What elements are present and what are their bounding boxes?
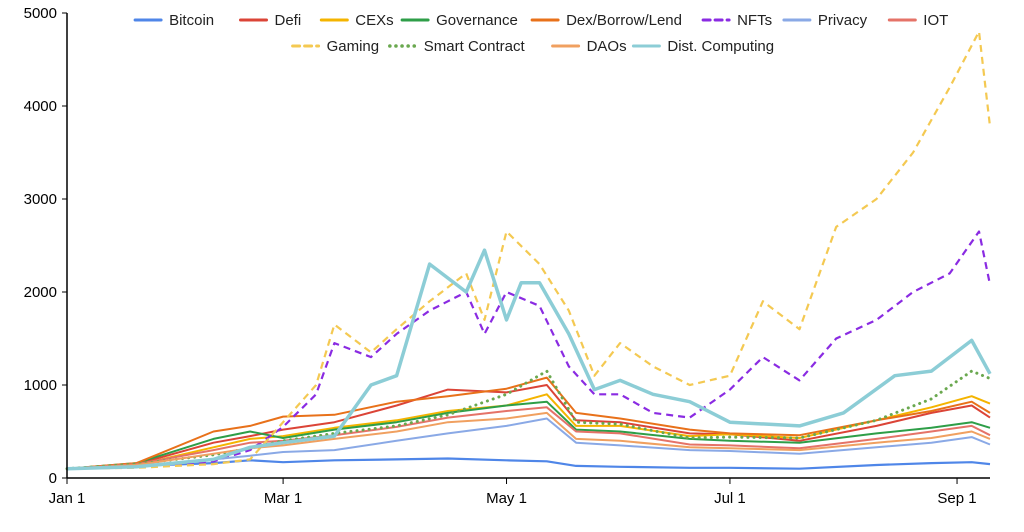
legend-label: Dist. Computing bbox=[667, 38, 774, 55]
legend-label: Defi bbox=[275, 12, 302, 29]
y-tick-label: 3000 bbox=[24, 191, 57, 208]
legend-label: NFTs bbox=[737, 12, 772, 29]
x-tick-label: Jan 1 bbox=[49, 490, 86, 507]
legend-label: Governance bbox=[436, 12, 518, 29]
legend-label: Privacy bbox=[818, 12, 868, 29]
legend-label: Dex/Borrow/Lend bbox=[566, 12, 682, 29]
series-lines bbox=[65, 30, 992, 471]
y-tick-label: 1000 bbox=[24, 377, 57, 394]
legend: Bitcoin Defi CEXs Governance Dex/Borrow/Lend… bbox=[133, 12, 948, 55]
series-line-defi bbox=[66, 384, 991, 470]
legend-label: Bitcoin bbox=[169, 12, 214, 29]
series-line-governance bbox=[66, 400, 991, 470]
legend-label: CEXs bbox=[355, 12, 393, 29]
legend-label: Smart Contract bbox=[424, 38, 526, 55]
legend-label: Gaming bbox=[327, 38, 380, 55]
series-line-iot bbox=[66, 406, 991, 470]
y-tick-label: 4000 bbox=[24, 98, 57, 115]
y-tick-label: 5000 bbox=[24, 5, 57, 22]
axes: 0 1000 2000 3000 4000 5000 Jan 1 Mar 1 May 1 Jul … bbox=[24, 5, 990, 507]
series-line-dist-computing bbox=[66, 248, 992, 471]
series-line-gaming bbox=[66, 30, 992, 470]
x-tick-label: Jul 1 bbox=[714, 490, 746, 507]
legend-label: DAOs bbox=[587, 38, 627, 55]
x-tick-label: Sep 1 bbox=[937, 490, 976, 507]
y-tick-label: 2000 bbox=[24, 284, 57, 301]
y-tick-label: 0 bbox=[49, 470, 57, 487]
series-line-nfts bbox=[66, 230, 992, 470]
series-line-privacy bbox=[66, 417, 991, 470]
x-tick-label: Mar 1 bbox=[264, 490, 302, 507]
legend-label: IOT bbox=[923, 12, 948, 29]
x-tick-label: May 1 bbox=[486, 490, 527, 507]
series-line-dex-borrow-lend bbox=[66, 376, 991, 470]
